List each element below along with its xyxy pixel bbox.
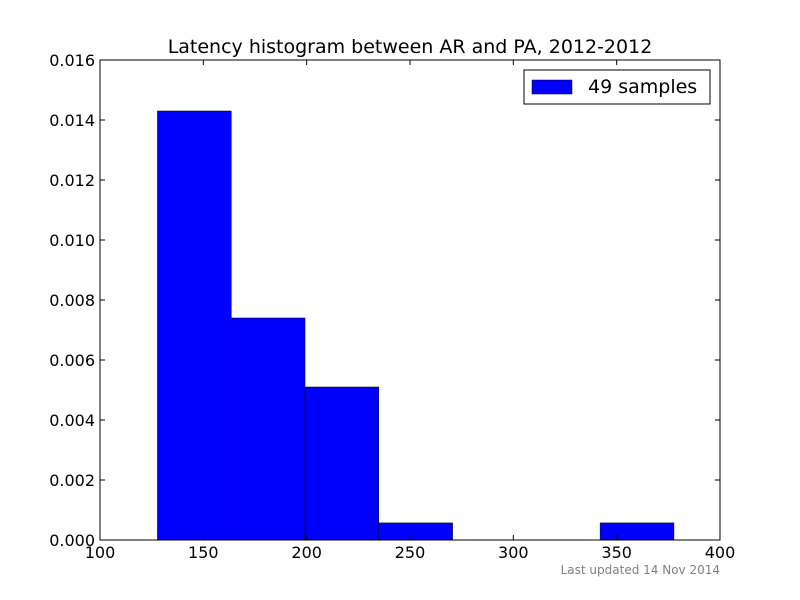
- y-tick-label: 0.008: [49, 291, 95, 310]
- legend: 49 samples: [523, 69, 711, 105]
- histogram-bar: [304, 386, 380, 541]
- histogram-bar: [157, 110, 232, 541]
- x-tick-label: 200: [291, 543, 322, 562]
- x-tick-label: 100: [85, 543, 116, 562]
- last-updated-text: Last updated 14 Nov 2014: [561, 563, 720, 577]
- y-tick-label: 0.006: [49, 351, 95, 370]
- histogram-bar: [230, 317, 306, 541]
- legend-swatch: [531, 79, 573, 95]
- y-tick-label: 0.000: [49, 531, 95, 550]
- x-axis: 100 150 200 250 300 350 400: [85, 60, 736, 562]
- y-axis: 0.000 0.002 0.004 0.006 0.008 0.010 0.012 0.014…: [49, 51, 720, 550]
- y-tick-label: 0.010: [49, 231, 95, 250]
- x-tick-label: 300: [498, 543, 529, 562]
- y-tick-label: 0.014: [49, 111, 95, 130]
- x-tick-label: 150: [188, 543, 219, 562]
- bars-group: [157, 110, 675, 541]
- x-tick-label: 350: [601, 543, 632, 562]
- histogram-bar: [378, 522, 453, 541]
- x-tick-label: 250: [395, 543, 426, 562]
- y-tick-label: 0.004: [49, 411, 95, 430]
- y-tick-label: 0.016: [49, 51, 95, 70]
- y-tick-label: 0.002: [49, 471, 95, 490]
- x-tick-label: 400: [705, 543, 736, 562]
- legend-label: 49 samples: [588, 76, 697, 98]
- chart-title: Latency histogram between AR and PA, 201…: [168, 36, 653, 58]
- histogram-bar: [599, 522, 675, 541]
- y-tick-label: 0.012: [49, 171, 95, 190]
